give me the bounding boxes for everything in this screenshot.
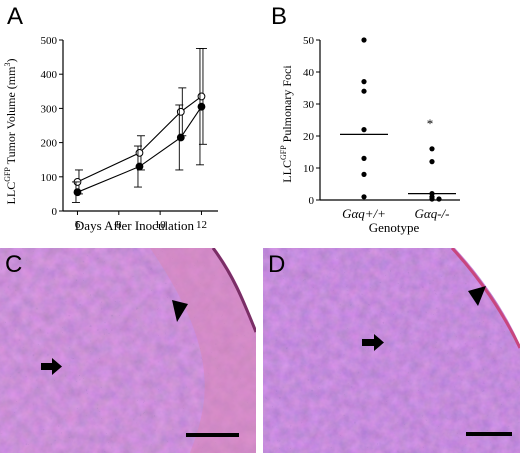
foci-point — [361, 171, 367, 177]
ylabel-part: Tumor Volume (mm — [4, 66, 18, 167]
panel-letter-a: A — [7, 3, 23, 30]
y-tick-label-a: 400 — [41, 69, 58, 81]
x-tick-label-a: 10 — [155, 219, 167, 231]
y-tick-label-b: 0 — [309, 195, 315, 207]
epidermis-edge-d — [455, 248, 520, 345]
arrow-c — [41, 358, 62, 375]
epidermis-edge-c — [215, 248, 256, 330]
y-tick-label-b: 30 — [303, 99, 315, 111]
y-tick-label-a: 200 — [41, 138, 58, 150]
x-tick-label-a: 12 — [196, 219, 207, 231]
foci-point — [361, 37, 367, 43]
group-label: Gαq-/- — [415, 206, 450, 221]
data-point — [73, 188, 82, 197]
foci-point — [361, 155, 367, 161]
y-tick-label-b: 10 — [303, 163, 315, 175]
chart-b-pulmonary-foci: 0 10 20 30 40 50 Gαq+/+ Gαq-/- * Genotype LLCGFP P… — [279, 35, 460, 235]
foci-point — [361, 127, 367, 133]
x-tick-label-a: 8 — [116, 219, 122, 231]
panel-letter-c: C — [5, 251, 22, 278]
foci-point — [361, 79, 367, 85]
y-axis-label-b: LLCGFP Pulmonary Foci — [279, 65, 294, 183]
ylabel-part: LLC — [4, 182, 18, 205]
foci-point — [361, 194, 367, 200]
data-point — [176, 107, 185, 116]
data-point — [197, 102, 206, 111]
scale-bar-d — [466, 432, 512, 436]
data-point — [135, 148, 144, 157]
ylabel-part: Pulmonary Foci — [280, 65, 294, 146]
y-tick-label-a: 300 — [41, 103, 58, 115]
stroma-band-c — [150, 248, 256, 453]
x-axis-label-b: Genotype — [369, 220, 420, 235]
significance-asterisk: * — [427, 116, 434, 131]
foci-point — [429, 159, 435, 165]
foci-point — [429, 146, 435, 152]
y-tick-label-b: 50 — [303, 35, 315, 47]
data-point — [197, 92, 206, 101]
x-axis-label-a: Days After Inoculation — [75, 218, 195, 233]
y-tick-label-b: 20 — [303, 131, 315, 143]
group-label: Gαq+/+ — [342, 206, 386, 221]
data-point — [176, 133, 185, 142]
foci-point — [436, 196, 442, 202]
panel-letter-b: B — [271, 3, 287, 30]
foci-point — [361, 88, 367, 94]
arrow-d — [362, 334, 384, 351]
data-point — [135, 162, 144, 171]
y-tick-label-b: 40 — [303, 67, 315, 79]
arrowhead-d — [468, 286, 486, 306]
ylabel-part: GFP — [279, 145, 288, 160]
foci-point — [429, 196, 435, 202]
panel-c-histology: C — [0, 248, 256, 453]
y-axis-label-a: LLCGFP Tumor Volume (mm3) — [3, 59, 18, 205]
panel-b: B 0 10 20 30 40 50 Gαq+/+ Gαq-/- * Genotype LLCGFP… — [271, 3, 460, 235]
epidermis-line-d — [450, 248, 520, 349]
y-tick-label-a: 500 — [41, 35, 58, 47]
ylabel-part: GFP — [3, 167, 12, 182]
y-tick-label-a: 0 — [52, 206, 58, 218]
scale-bar-c — [186, 433, 239, 437]
panel-d-histology: D — [263, 248, 520, 453]
y-tick-label-a: 100 — [41, 172, 58, 184]
panel-letter-d: D — [268, 251, 285, 278]
ylabel-part: LLC — [280, 160, 294, 183]
x-tick-label-a: 6 — [75, 219, 81, 231]
tissue-nuclei-d — [263, 248, 520, 453]
ylabel-part: ) — [4, 59, 18, 63]
ylabel-part: 3 — [3, 63, 12, 67]
epidermis-line-c — [211, 248, 256, 333]
arrowhead-c — [172, 300, 188, 322]
series-line-2 — [77, 106, 202, 193]
series-line-1 — [77, 95, 202, 183]
